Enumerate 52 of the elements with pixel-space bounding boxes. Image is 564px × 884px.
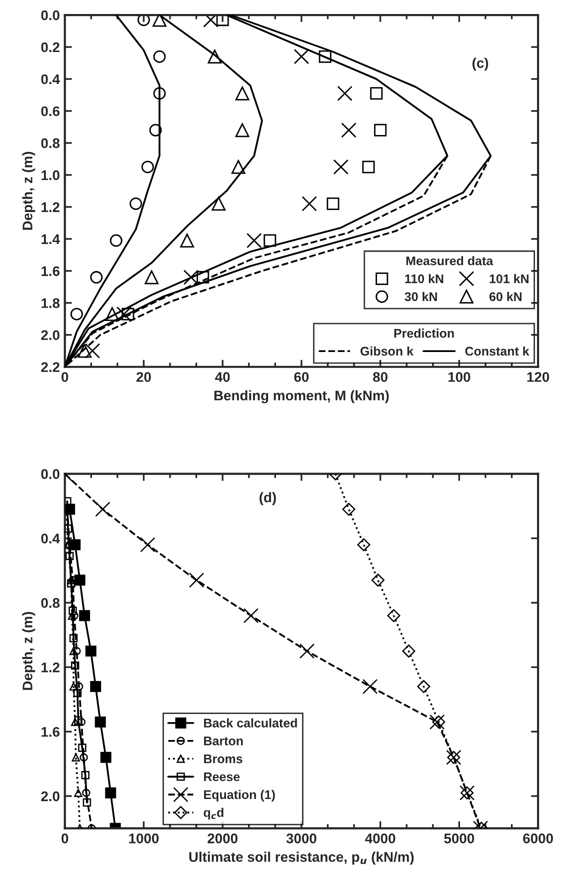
y-tick-label: 1.8 xyxy=(42,298,60,308)
annotation: (d) xyxy=(260,492,276,506)
y-tick-label: 0.0 xyxy=(41,10,60,20)
y-tick-label: 1.6 xyxy=(42,726,60,737)
y-tick-label: 2.2 xyxy=(41,362,60,372)
x-tick-label: 100 xyxy=(448,372,470,382)
x-tick-label: 0 xyxy=(62,834,68,844)
y-axis-title: Depth, z (m) xyxy=(22,612,36,690)
legend-label: Equation (1) xyxy=(204,790,275,802)
legend-label: 30 kN xyxy=(404,292,437,302)
x-tick-label: 1000 xyxy=(129,834,159,844)
y-tick-label: 1.6 xyxy=(42,266,60,276)
y-tick-label: 0.2 xyxy=(41,42,60,52)
legend-title: Measured data xyxy=(406,256,494,266)
x-axis-title: Bending moment, M (kNm) xyxy=(214,390,389,404)
legend-label: Reese xyxy=(204,772,240,782)
y-tick-label: 2.0 xyxy=(41,791,60,802)
annotation: Prediction xyxy=(394,328,454,338)
x-tick-label: 20 xyxy=(136,372,151,382)
annotation: (c) xyxy=(472,58,488,71)
x-tick-label: 5000 xyxy=(444,834,474,844)
y-tick-label: 0.8 xyxy=(41,598,60,608)
legend-label: Gibson k xyxy=(360,346,414,356)
legend-label: Back calculated xyxy=(204,718,297,728)
x-tick-label: 2000 xyxy=(208,834,238,844)
x-tick-label: 0 xyxy=(62,372,68,382)
legend-label: 60 kN xyxy=(489,292,522,302)
y-tick-label: 1.0 xyxy=(42,170,60,180)
y-tick-label: 0.4 xyxy=(41,534,60,544)
x-tick-label: 40 xyxy=(215,372,230,382)
y-tick-label: 1.4 xyxy=(42,234,60,244)
x-tick-label: 3000 xyxy=(286,834,316,844)
y-tick-label: 0.4 xyxy=(41,74,60,84)
legend-label: Broms xyxy=(204,754,242,764)
legend-label: q$_{c}$d xyxy=(204,808,224,820)
legend-label: Constant k xyxy=(465,346,530,356)
y-tick-label: 0.0 xyxy=(41,469,60,479)
x-tick-label: 80 xyxy=(373,372,388,382)
y-tick-label: 1.2 xyxy=(42,202,60,212)
x-tick-label: 6000 xyxy=(523,834,553,844)
x-axis-title: Ultimate soil resistance, p$_{u}$ (kN/m) xyxy=(189,852,414,865)
x-tick-label: 120 xyxy=(527,372,550,382)
y-tick-label: 1.2 xyxy=(42,662,60,672)
y-tick-label: 0.6 xyxy=(41,106,60,116)
legend-label: 101 kN xyxy=(490,274,528,284)
legend-label: Barton xyxy=(204,736,243,746)
x-tick-label: 60 xyxy=(294,372,309,382)
y-axis-title: Depth, z (m) xyxy=(22,152,36,230)
x-tick-label: 4000 xyxy=(365,834,396,844)
y-tick-label: 2.0 xyxy=(41,330,60,340)
y-tick-label: 0.8 xyxy=(41,138,60,148)
legend-label: 110 kN xyxy=(405,274,444,284)
